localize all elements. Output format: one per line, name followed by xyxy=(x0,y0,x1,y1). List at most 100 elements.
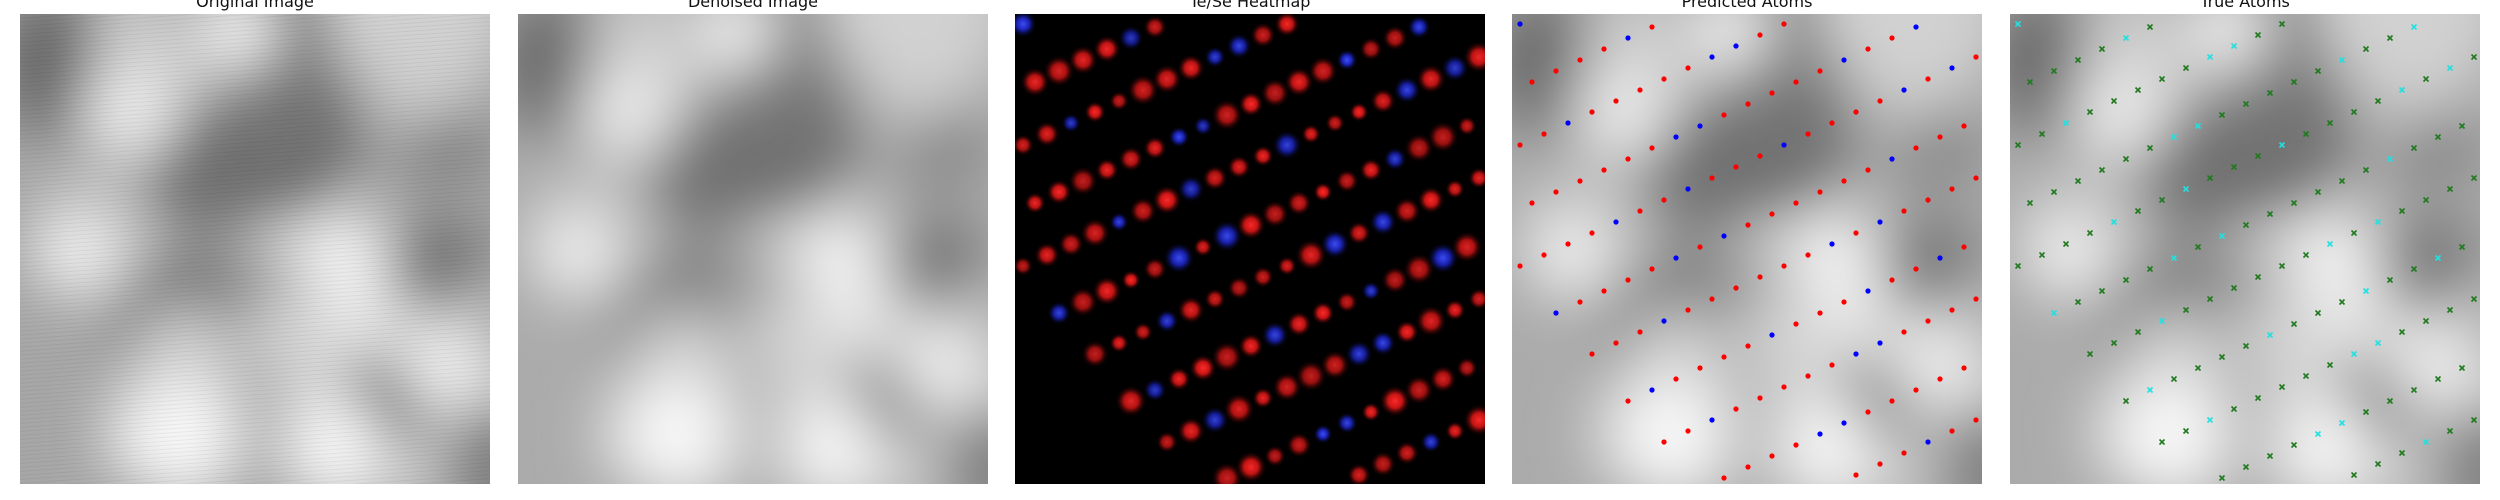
true-te-atom xyxy=(2206,174,2214,182)
true-te-atom xyxy=(2302,251,2310,259)
intensity-blob xyxy=(621,379,742,484)
predicted-te-atom xyxy=(1973,296,1979,302)
true-te-atom xyxy=(2470,174,2478,182)
true-te-atom xyxy=(2074,298,2082,306)
predicted-te-atom xyxy=(1769,90,1775,96)
intensity-blob xyxy=(1927,401,1982,484)
true-te-atom xyxy=(2410,386,2418,394)
te-heat-spot xyxy=(1264,445,1286,467)
true-te-atom xyxy=(2458,122,2466,130)
te-heat-spot xyxy=(1286,311,1312,337)
te-heat-spot xyxy=(1227,155,1251,179)
true-se-atom xyxy=(2410,23,2418,31)
predicted-se-atom xyxy=(1853,351,1859,357)
te-heat-spot xyxy=(1393,197,1421,225)
true-te-atom xyxy=(2398,207,2406,215)
true-te-atom xyxy=(2314,188,2322,196)
true-se-atom xyxy=(2374,218,2382,226)
intensity-blob xyxy=(777,393,888,484)
te-heat-spot xyxy=(1274,14,1300,37)
predicted-te-atom xyxy=(1793,442,1799,448)
te-heat-spot xyxy=(1361,402,1381,422)
predicted-se-atom xyxy=(1841,57,1847,63)
intensity-blob xyxy=(1690,14,1771,70)
true-te-atom xyxy=(2326,361,2334,369)
predicted-te-atom xyxy=(1553,68,1559,74)
te-heat-spot xyxy=(1359,158,1383,182)
intensity-blob xyxy=(742,283,837,378)
predicted-te-atom xyxy=(1697,244,1703,250)
true-te-atom xyxy=(2314,309,2322,317)
predicted-te-atom xyxy=(1781,263,1787,269)
predicted-se-atom xyxy=(1913,24,1919,30)
intensity-blob xyxy=(578,62,679,163)
te-heat-spot xyxy=(1081,340,1109,368)
predicted-se-atom xyxy=(1937,255,1943,261)
predicted-te-atom xyxy=(1961,123,1967,129)
true-te-atom xyxy=(2458,243,2466,251)
predicted-te-atom xyxy=(1661,439,1667,445)
true-se-atom xyxy=(2398,86,2406,94)
true-te-atom xyxy=(2218,353,2226,361)
te-heat-spot xyxy=(1211,462,1243,484)
true-te-atom xyxy=(2434,133,2442,141)
te-heat-spot xyxy=(1395,441,1419,465)
predicted-te-atom xyxy=(1589,109,1595,115)
predicted-te-atom xyxy=(1937,376,1943,382)
te-heat-spot xyxy=(1058,231,1084,257)
predicted-te-atom xyxy=(1565,241,1571,247)
te-heat-spot xyxy=(1046,179,1072,205)
predicted-te-atom xyxy=(1661,76,1667,82)
predicted-te-atom xyxy=(1745,101,1751,107)
te-heat-spot xyxy=(1468,288,1485,310)
se-heat-spot xyxy=(1336,412,1358,434)
intensity-blob xyxy=(2188,14,2269,70)
predicted-te-atom xyxy=(1805,252,1811,258)
predicted-te-atom xyxy=(1913,145,1919,151)
predicted-te-atom xyxy=(1589,230,1595,236)
true-se-atom xyxy=(2338,56,2346,64)
true-te-atom xyxy=(2146,265,2154,273)
true-te-atom xyxy=(2278,383,2286,391)
predicted-se-atom xyxy=(1865,288,1871,294)
true-te-atom xyxy=(2050,188,2058,196)
se-heat-spot xyxy=(1193,116,1213,136)
te-heat-spot xyxy=(1379,385,1411,417)
se-heat-spot xyxy=(1155,309,1179,333)
true-se-atom xyxy=(2014,20,2022,28)
te-heat-spot xyxy=(1177,54,1205,82)
te-heat-spot xyxy=(1404,133,1434,163)
predicted-te-atom xyxy=(1769,453,1775,459)
se-heat-spot xyxy=(1370,330,1396,356)
true-te-atom xyxy=(2242,342,2250,350)
te-heat-spot xyxy=(1417,186,1445,214)
true-te-atom xyxy=(2158,196,2166,204)
original-image-panel xyxy=(20,14,490,484)
te-heat-spot xyxy=(1204,288,1226,310)
predicted-se-atom xyxy=(1625,35,1631,41)
te-heat-spot xyxy=(1311,301,1335,325)
original-image xyxy=(20,14,490,484)
predicted-te-atom xyxy=(1649,24,1655,30)
predicted-te-atom xyxy=(1697,365,1703,371)
predicted-te-atom xyxy=(1973,54,1979,60)
te-heat-spot xyxy=(1092,276,1122,306)
te-heat-spot xyxy=(1463,41,1485,73)
intensity-blob xyxy=(933,401,988,484)
true-se-atom xyxy=(2434,254,2442,262)
true-se-atom xyxy=(2266,331,2274,339)
true-te-atom xyxy=(2302,372,2310,380)
predicted-te-atom xyxy=(1541,252,1547,258)
predicted-te-atom xyxy=(1805,131,1811,137)
te-heat-spot xyxy=(1336,291,1358,313)
true-te-atom xyxy=(2134,86,2142,94)
predicted-se-atom xyxy=(1517,21,1523,27)
se-heat-spot xyxy=(1407,15,1431,39)
true-te-atom xyxy=(2374,460,2382,468)
predicted-se-atom xyxy=(1817,431,1823,437)
intensity-blob xyxy=(885,213,988,315)
te-heat-spot xyxy=(1284,67,1314,97)
true-te-atom xyxy=(2422,196,2430,204)
te-heat-spot xyxy=(1236,210,1266,240)
intensity-blob xyxy=(859,14,988,87)
